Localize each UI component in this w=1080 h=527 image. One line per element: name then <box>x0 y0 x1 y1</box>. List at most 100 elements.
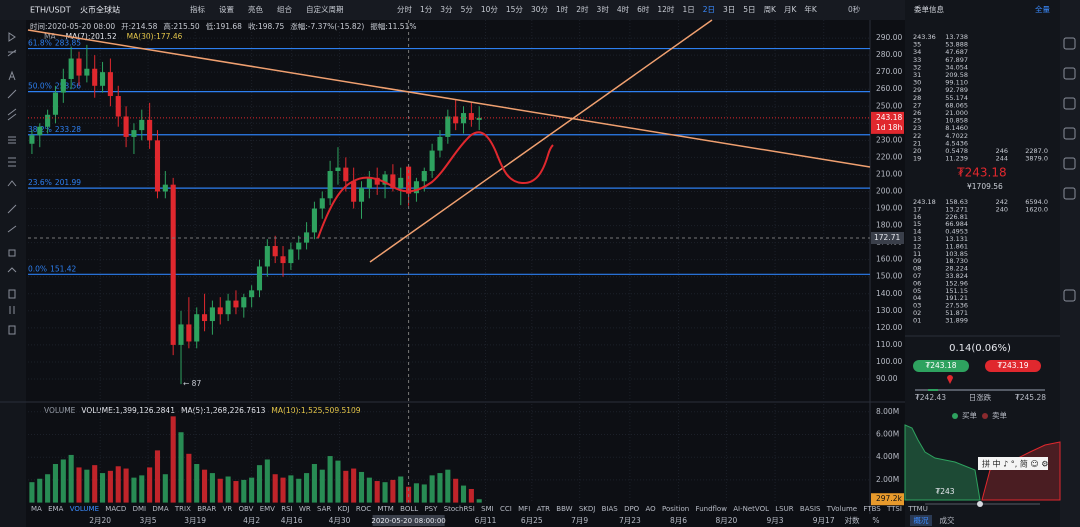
indicator-tab[interactable]: EMV <box>260 505 275 513</box>
tab[interactable]: 成交 <box>940 515 955 525</box>
interval[interactable]: 3日 <box>723 5 735 14</box>
ime-text[interactable]: 拼 中 ♪ °, 简 ☺ ⚙ <box>982 459 1048 469</box>
candle-body <box>209 307 215 322</box>
indicator-tab[interactable]: FTBS <box>863 505 881 513</box>
interval[interactable]: 3分 <box>440 5 453 14</box>
volume-bar <box>319 469 325 503</box>
indicator-tab[interactable]: MACD <box>105 505 126 513</box>
indicator-tab[interactable]: ROC <box>356 505 371 513</box>
fib-price: 283.85 <box>55 39 81 48</box>
indicator-tab[interactable]: DMI <box>133 505 147 513</box>
interval[interactable]: 4时 <box>617 4 630 14</box>
indicator-tab[interactable]: TRIX <box>174 505 191 513</box>
indicator-tab[interactable]: VR <box>223 505 233 513</box>
menu-item[interactable]: 亮色 <box>248 4 263 14</box>
volume-bar <box>194 464 200 503</box>
ohlc-info: 低:191.68 <box>206 21 242 31</box>
indicator-tab[interactable]: DPO <box>624 505 640 513</box>
indicator-tab[interactable]: Fundflow <box>696 505 728 513</box>
candle-body <box>366 177 372 189</box>
indicator-tab[interactable]: TTMU <box>907 505 928 513</box>
candle-body <box>115 96 121 117</box>
interval[interactable]: 1分 <box>420 5 433 14</box>
panel-mode[interactable]: 全量 <box>1035 4 1051 14</box>
indicator-tab[interactable]: BOLL <box>400 505 418 513</box>
indicator-tab[interactable]: SAR <box>317 505 331 513</box>
candle-body <box>139 119 145 131</box>
y-tick-label: 280.00 <box>876 50 902 59</box>
main-chart: 指标 设置 亮色 组合 自定义周期 分时 1分 3分 5分 10分 15分 30分 1时 2时 3时 4时 6时… <box>28 4 1048 526</box>
menu-item[interactable]: 设置 <box>219 4 234 14</box>
symbol[interactable]: ETH/USDT <box>30 6 71 15</box>
menu-item[interactable]: 指标 <box>190 4 205 14</box>
interval[interactable]: 30分 <box>531 5 549 14</box>
order-cell: 0.5478 <box>945 147 968 155</box>
order-cell: 99.110 <box>945 79 968 87</box>
indicator-tab[interactable]: CCI <box>500 505 512 513</box>
last-volume-box <box>871 493 904 506</box>
indicator-tab[interactable]: VOLUME <box>70 505 99 513</box>
interval[interactable]: 月K <box>784 5 797 14</box>
indicator-tab[interactable]: WR <box>299 505 311 513</box>
axis-option[interactable]: % <box>872 516 879 525</box>
tab[interactable]: 概况 <box>914 515 929 525</box>
indicator-tab[interactable]: Position <box>662 505 689 513</box>
interval[interactable]: 6时 <box>637 4 650 14</box>
interval[interactable]: 5日 <box>743 5 755 14</box>
depth-slider-knob[interactable] <box>977 501 983 507</box>
indicator-tab[interactable]: AO <box>645 505 656 513</box>
indicator-tab[interactable]: AI-NetVOL <box>733 505 769 513</box>
interval[interactable]: 2时 <box>576 4 589 14</box>
order-cell: 66.984 <box>945 220 968 228</box>
indicator-tab[interactable]: SMI <box>481 505 494 513</box>
interval[interactable]: 分时 <box>397 4 412 14</box>
indicator-tab[interactable]: RSI <box>281 505 292 513</box>
indicator-tab[interactable]: LSUR <box>775 505 793 513</box>
sell-price[interactable]: ₮243.19 <box>997 361 1028 370</box>
buy-button[interactable] <box>913 360 969 372</box>
indicator-tab[interactable]: PSY <box>424 505 438 513</box>
indicator-tab[interactable]: StochRSI <box>444 505 475 513</box>
indicator-tab[interactable]: MA <box>31 505 42 513</box>
indicator-tab[interactable]: EMA <box>48 505 63 513</box>
volume-bar <box>241 479 247 503</box>
order-cell: 21.000 <box>945 109 968 117</box>
indicator-tab[interactable]: ATR <box>537 505 551 513</box>
indicator-tab[interactable]: TVolume <box>826 505 857 513</box>
sell-button[interactable] <box>985 360 1041 372</box>
fib-price: 258.56 <box>55 82 81 91</box>
y-tick-label: 200.00 <box>876 186 902 195</box>
indicator-tab[interactable]: BIAS <box>602 505 619 513</box>
indicator-tab[interactable]: KDJ <box>338 505 350 513</box>
indicator-tab[interactable]: TTSI <box>886 505 902 513</box>
interval[interactable]: 周K <box>764 5 777 14</box>
indicator-tab[interactable]: BBW <box>556 505 572 513</box>
y-tick-label: 220.00 <box>876 152 902 161</box>
indicator-tab[interactable]: BASIS <box>800 505 821 513</box>
indicator-tab[interactable]: BRAR <box>197 505 216 513</box>
interval[interactable]: 10分 <box>481 5 499 14</box>
interval[interactable]: 5分 <box>461 5 474 14</box>
candle-body <box>131 130 137 137</box>
indicator-tab[interactable]: MFI <box>518 505 530 513</box>
menu-item[interactable]: 组合 <box>277 4 292 14</box>
interval[interactable]: 年K <box>804 4 817 14</box>
menu-item[interactable]: 自定义周期 <box>306 4 344 14</box>
interval[interactable]: 1日 <box>682 5 694 14</box>
order-cell: 158.63 <box>945 198 968 206</box>
interval[interactable]: 15分 <box>506 5 524 14</box>
indicator-tab[interactable]: DMA <box>152 505 168 513</box>
axis-option[interactable]: 对数 <box>845 515 860 525</box>
buy-price[interactable]: ₮243.18 <box>925 361 956 370</box>
order-cell: 26 <box>913 109 921 117</box>
indicator-tab[interactable]: OBV <box>239 505 254 513</box>
candle-body <box>272 246 278 257</box>
fib-level: 50.0% <box>28 82 52 91</box>
interval[interactable]: 12时 <box>657 4 675 14</box>
interval[interactable]: 1时 <box>556 4 569 14</box>
indicator-tab[interactable]: MTM <box>377 505 393 513</box>
indicator-tab[interactable]: SKDJ <box>579 505 596 513</box>
ime-bar[interactable] <box>978 457 1048 470</box>
interval[interactable]: 3时 <box>597 4 610 14</box>
interval[interactable]: 2日 <box>703 5 715 14</box>
